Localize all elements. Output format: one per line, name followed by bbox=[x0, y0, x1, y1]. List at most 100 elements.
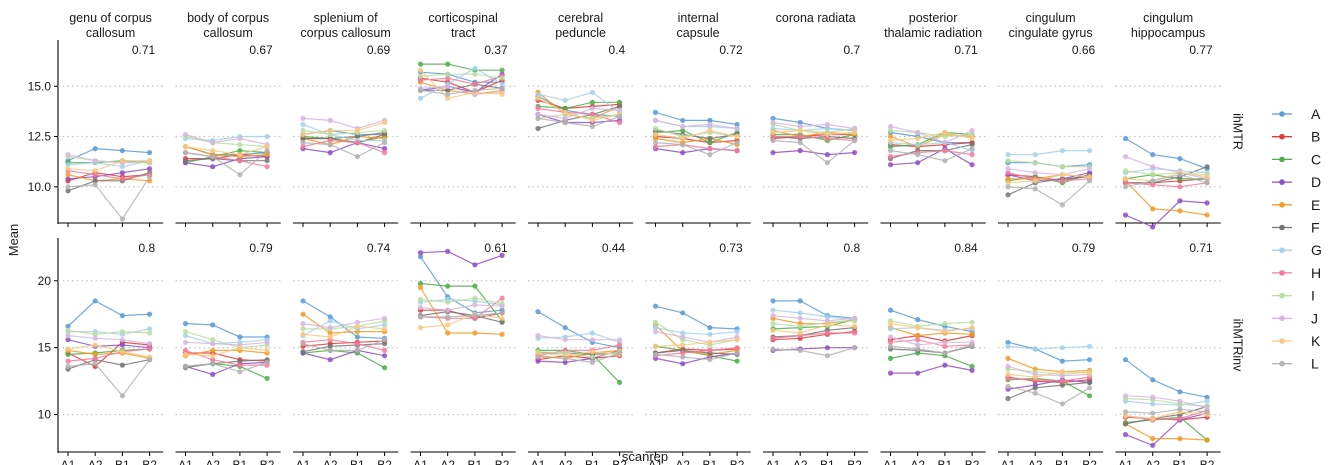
series-line-L bbox=[1125, 408, 1208, 414]
data-point-K bbox=[652, 343, 659, 349]
legend-item-D: D bbox=[1272, 174, 1321, 190]
data-point-D bbox=[969, 367, 975, 373]
data-point-J bbox=[824, 318, 831, 324]
series-line-C bbox=[538, 349, 621, 383]
series-line-J bbox=[890, 336, 973, 346]
data-point-A bbox=[147, 311, 153, 317]
series-line-H bbox=[772, 332, 855, 339]
legend-key-point bbox=[1279, 133, 1285, 140]
data-point-F bbox=[445, 87, 451, 93]
data-point-D bbox=[1177, 198, 1183, 204]
x-tick-label: A2 bbox=[323, 458, 338, 465]
x-tick-label: B1 bbox=[1055, 458, 1070, 465]
series-line-E bbox=[185, 146, 268, 158]
legend-key-point bbox=[1279, 315, 1285, 322]
legend-item-G: G bbox=[1272, 242, 1322, 258]
data-point-I bbox=[237, 142, 243, 148]
x-tick-label: B2 bbox=[260, 458, 275, 465]
data-point-H bbox=[942, 343, 948, 349]
data-point-E bbox=[210, 347, 216, 353]
data-point-F bbox=[1005, 192, 1011, 198]
series-line-F bbox=[890, 345, 973, 354]
legend-key-point bbox=[1279, 224, 1285, 231]
series-line-E bbox=[655, 137, 738, 146]
data-point-G bbox=[824, 125, 831, 132]
data-point-L bbox=[417, 314, 424, 320]
legend-label: G bbox=[1311, 242, 1322, 258]
series-line-D bbox=[302, 349, 385, 361]
legend-label: A bbox=[1311, 106, 1321, 122]
data-point-K bbox=[417, 325, 424, 331]
series-line-A bbox=[185, 323, 268, 338]
data-point-H bbox=[65, 358, 71, 364]
data-point-H bbox=[264, 164, 270, 170]
data-point-L bbox=[382, 140, 388, 146]
legend-item-E: E bbox=[1272, 197, 1320, 213]
series-line-A bbox=[655, 305, 738, 330]
series-line-G bbox=[1008, 150, 1090, 156]
correlation-label: 0.44 bbox=[602, 241, 626, 255]
data-point-J bbox=[824, 121, 831, 128]
data-point-L bbox=[734, 350, 740, 356]
series-line-K bbox=[67, 160, 150, 172]
data-point-K bbox=[824, 322, 831, 328]
data-point-A bbox=[1087, 357, 1093, 363]
series-line-E bbox=[67, 349, 150, 359]
data-point-J bbox=[1005, 363, 1011, 369]
series-line-A bbox=[1125, 359, 1208, 398]
data-point-C bbox=[617, 99, 623, 105]
data-point-A bbox=[887, 307, 894, 313]
data-point-J bbox=[1150, 394, 1156, 400]
data-point-J bbox=[327, 117, 333, 123]
x-tick-label: B2 bbox=[142, 458, 157, 465]
data-point-K bbox=[535, 350, 541, 356]
data-point-H bbox=[1122, 180, 1129, 186]
data-point-H bbox=[382, 347, 388, 353]
series-line-G bbox=[772, 309, 855, 321]
data-point-K bbox=[354, 323, 360, 329]
data-point-J bbox=[382, 315, 388, 321]
data-point-C bbox=[589, 99, 596, 105]
x-tick-label: A2 bbox=[910, 458, 925, 465]
data-point-E bbox=[1150, 436, 1156, 442]
data-point-F bbox=[354, 133, 360, 140]
data-point-J bbox=[915, 342, 921, 348]
series-line-E bbox=[419, 287, 503, 335]
data-point-D bbox=[824, 345, 831, 351]
panel: 0.7 bbox=[763, 43, 869, 227]
data-point-G bbox=[1204, 398, 1210, 404]
data-point-G bbox=[65, 162, 71, 168]
series-line-J bbox=[1007, 168, 1090, 176]
data-point-G bbox=[300, 121, 306, 128]
data-point-D bbox=[852, 150, 858, 156]
data-point-E bbox=[300, 311, 306, 317]
data-point-J bbox=[797, 123, 803, 130]
data-point-K bbox=[852, 129, 858, 136]
series-line-K bbox=[890, 323, 973, 333]
series-line-E bbox=[302, 135, 385, 146]
data-point-F bbox=[300, 135, 306, 142]
data-point-L bbox=[562, 119, 568, 126]
data-point-J bbox=[65, 333, 71, 339]
legend-key-point bbox=[1279, 360, 1285, 367]
legend-key-point bbox=[1279, 338, 1285, 344]
x-tick-label: B1 bbox=[820, 458, 835, 465]
data-point-H bbox=[915, 337, 921, 343]
series-line-J bbox=[302, 117, 385, 130]
series-line-K bbox=[302, 325, 385, 338]
data-point-D bbox=[1204, 200, 1210, 206]
data-point-E bbox=[652, 135, 659, 142]
x-tick-label: A1 bbox=[296, 458, 311, 465]
data-point-F bbox=[119, 362, 125, 368]
x-tick-label: B1 bbox=[703, 458, 718, 465]
data-point-K bbox=[445, 95, 451, 101]
series-line-H bbox=[1125, 182, 1208, 188]
data-point-L bbox=[354, 347, 360, 353]
series-line-D bbox=[420, 250, 503, 266]
data-point-A bbox=[652, 303, 659, 309]
row-strip-label: ihMTRinv bbox=[1231, 319, 1245, 373]
data-point-H bbox=[824, 330, 831, 336]
series-line-D bbox=[420, 73, 503, 93]
data-point-G bbox=[119, 164, 125, 170]
data-point-D bbox=[327, 150, 333, 156]
